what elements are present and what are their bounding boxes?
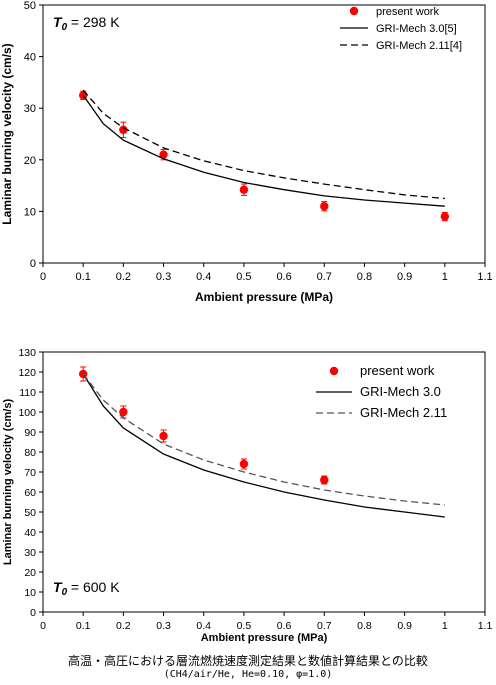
x-tick-label: 0.7 bbox=[317, 620, 332, 632]
x-tick-label: 1 bbox=[442, 271, 448, 283]
y-tick-label: 40 bbox=[24, 527, 36, 539]
data-point bbox=[159, 431, 168, 441]
x-tick-label: 0.2 bbox=[116, 271, 131, 283]
x-tick-label: 1 bbox=[442, 620, 448, 632]
data-point bbox=[440, 212, 450, 221]
x-tick-label: 0 bbox=[40, 620, 46, 632]
data-point bbox=[320, 475, 329, 485]
y-tick-label: 100 bbox=[18, 407, 36, 419]
data-point bbox=[239, 185, 249, 194]
x-tick-label: 0.8 bbox=[357, 620, 372, 632]
x-tick-label: 0.5 bbox=[237, 620, 252, 632]
data-point bbox=[159, 150, 168, 159]
temperature-annotation: T0 = 600 K bbox=[53, 579, 120, 598]
legend: present work GRI-Mech 3.0 GRI-Mech 2.11 bbox=[316, 363, 447, 420]
chart-2: 0 0.1 0.2 0.3 0.4 0.5 0.6 0.7 0.8 0.9 1 1.1 0 10 20 30 4… bbox=[2, 347, 492, 644]
legend-label: GRI-Mech 3.0 bbox=[360, 384, 441, 399]
y-tick-label: 60 bbox=[24, 487, 36, 499]
legend: present work GRI-Mech 3.0[5] GRI-Mech 2.11… bbox=[340, 6, 462, 52]
x-tick-label: 0.9 bbox=[397, 271, 412, 283]
x-tick-label: 0.4 bbox=[196, 271, 211, 283]
x-tick-label: 0.8 bbox=[357, 271, 372, 283]
y-tick-label: 30 bbox=[24, 103, 36, 115]
annotation-symbol: T bbox=[53, 579, 63, 595]
series-line-dashed bbox=[82, 373, 445, 506]
x-tick-label: 0.6 bbox=[276, 271, 291, 283]
x-tick-label: 0 bbox=[40, 271, 46, 283]
plot-frame bbox=[42, 351, 486, 613]
x-axis-label: Ambient pressure (MPa) bbox=[201, 632, 328, 644]
x-tick-label: 0.7 bbox=[317, 271, 332, 283]
y-tick-label: 110 bbox=[19, 387, 36, 399]
y-tick-label: 10 bbox=[24, 587, 36, 599]
y-tick-label: 10 bbox=[24, 206, 36, 218]
annotation-subscript: 0 bbox=[62, 587, 68, 598]
y-tick-label: 0 bbox=[30, 607, 36, 619]
data-point bbox=[78, 91, 88, 100]
legend-marker bbox=[329, 366, 339, 376]
x-tick-label: 0.9 bbox=[397, 620, 412, 632]
annotation-symbol: T bbox=[53, 14, 63, 30]
plot-frame bbox=[42, 4, 486, 264]
data-point bbox=[320, 202, 329, 211]
y-axis-label: Laminar burning velocity (cm/s) bbox=[0, 43, 14, 224]
y-axis-label: Laminar burning velocity (cm/s) bbox=[2, 399, 14, 566]
x-tick-label: 0.4 bbox=[196, 620, 211, 632]
x-tick-label: 0.3 bbox=[156, 620, 171, 632]
legend-label: present work bbox=[376, 6, 439, 18]
series-line-solid bbox=[82, 94, 445, 207]
y-tick-label: 70 bbox=[24, 467, 36, 479]
legend-label: GRI-Mech 3.0[5] bbox=[376, 23, 457, 35]
annotation-subscript: 0 bbox=[62, 22, 68, 33]
x-tick-label: 0.5 bbox=[236, 271, 251, 283]
x-axis-label: Ambient pressure (MPa) bbox=[195, 290, 333, 304]
annotation-value: = 298 K bbox=[67, 14, 120, 30]
x-tick-label: 1.1 bbox=[477, 271, 492, 283]
y-tick-label: 20 bbox=[24, 155, 36, 167]
y-tick-label: 80 bbox=[24, 447, 36, 459]
series-line-dashed bbox=[82, 89, 445, 200]
y-tick-label: 120 bbox=[18, 367, 36, 379]
y-tick-label: 50 bbox=[24, 0, 36, 12]
legend-label: GRI-Mech 2.11 bbox=[360, 405, 447, 420]
data-point bbox=[239, 459, 249, 469]
legend-label: GRI-Mech 2.11[4] bbox=[376, 40, 462, 52]
legend-marker bbox=[349, 6, 359, 16]
x-tick-label: 0.1 bbox=[76, 271, 91, 283]
y-tick-label: 40 bbox=[24, 52, 36, 64]
x-tick-label: 0.2 bbox=[116, 620, 131, 632]
chart-1: 0 0.1 0.2 0.3 0.4 0.5 0.6 0.7 0.8 0.9 1 1.1 0 10 20 30 4… bbox=[0, 0, 493, 304]
x-tick-label: 0.3 bbox=[156, 271, 171, 283]
caption-line-1: 高温・高圧における層流燃焼速度測定結果と数値計算結果との比較 bbox=[68, 654, 428, 668]
data-point bbox=[119, 407, 128, 417]
caption-line-2: (CH4/air/He, He=0.10, φ=1.0) bbox=[163, 669, 333, 680]
y-tick-label: 30 bbox=[24, 547, 36, 559]
y-tick-label: 0 bbox=[30, 258, 36, 270]
annotation-value: = 600 K bbox=[67, 579, 120, 595]
y-tick-label: 130 bbox=[18, 347, 36, 359]
legend-label: present work bbox=[360, 363, 435, 378]
y-tick-label: 50 bbox=[24, 507, 36, 519]
temperature-annotation: T0 = 298 K bbox=[53, 14, 120, 33]
y-tick-label: 90 bbox=[24, 427, 36, 439]
x-tick-label: 0.1 bbox=[76, 620, 91, 632]
series-line-solid bbox=[82, 373, 445, 518]
data-point bbox=[119, 125, 128, 135]
x-tick-label: 0.6 bbox=[277, 620, 292, 632]
x-tick-label: 1.1 bbox=[478, 620, 493, 632]
y-tick-label: 20 bbox=[24, 567, 36, 579]
